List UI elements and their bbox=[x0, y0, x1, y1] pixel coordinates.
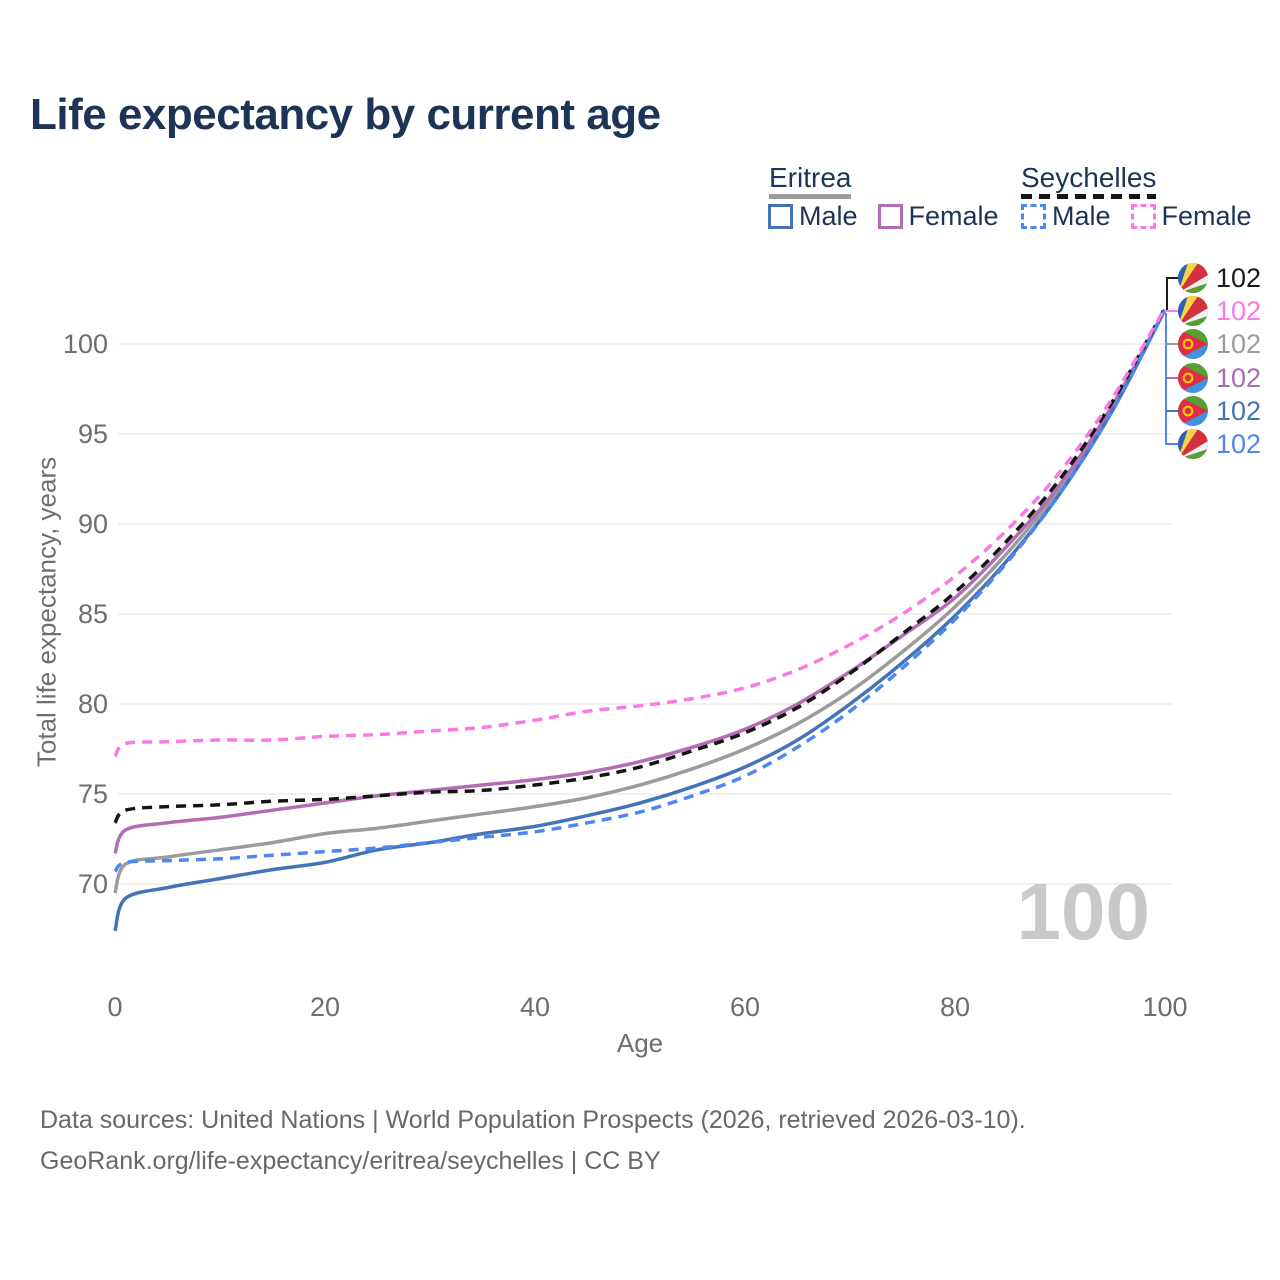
x-tick-40: 40 bbox=[520, 992, 550, 1022]
leader-line-seychelles-both bbox=[1166, 277, 1178, 311]
seychelles-flag-icon bbox=[1178, 296, 1208, 326]
y-tick-95: 95 bbox=[78, 419, 108, 449]
legend-group-seychelles: Seychelles bbox=[1021, 162, 1157, 199]
legend-item-label: Male bbox=[1052, 201, 1111, 231]
page-title: Life expectancy by current age bbox=[30, 90, 661, 139]
y-tick-70: 70 bbox=[78, 869, 108, 899]
legend-item-seychelles-female[interactable]: Female bbox=[1130, 201, 1252, 231]
end-label-value: 102 bbox=[1216, 428, 1262, 459]
end-label-row: 102 bbox=[1178, 263, 1261, 293]
leader-line-seychelles-male bbox=[1165, 313, 1178, 445]
legend-item-label: Male bbox=[799, 201, 858, 231]
legend-item-eritrea-male[interactable]: Male bbox=[768, 203, 858, 230]
series-line-seychelles-female[interactable] bbox=[113, 307, 1167, 758]
end-label-value: 102 bbox=[1216, 395, 1262, 426]
series-line-seychelles-male[interactable] bbox=[113, 308, 1167, 873]
legend-item-seychelles-male[interactable]: Male bbox=[1021, 203, 1111, 230]
x-tick-0: 0 bbox=[107, 992, 122, 1022]
data-source-line: Data sources: United Nations | World Pop… bbox=[40, 1106, 1026, 1134]
legend-group-seychelles-label: Seychelles bbox=[1021, 162, 1157, 193]
eritrea-flag-icon bbox=[1178, 363, 1208, 393]
y-tick-80: 80 bbox=[78, 689, 108, 719]
legend-group-eritrea: Eritrea bbox=[769, 162, 852, 199]
x-tick-60: 60 bbox=[730, 992, 760, 1022]
end-label-row: 102 bbox=[1178, 329, 1261, 359]
eritrea-male-swatch bbox=[768, 204, 793, 229]
legend-item-label: Female bbox=[1161, 201, 1252, 231]
y-tick-100: 100 bbox=[63, 329, 108, 359]
legend-items-seychelles: Male Female bbox=[1021, 203, 1252, 230]
series-line-eritrea-male[interactable] bbox=[113, 308, 1167, 932]
end-label-row: 102 bbox=[1178, 429, 1261, 459]
eritrea-line-sample bbox=[769, 194, 852, 199]
x-tick-20: 20 bbox=[310, 992, 340, 1022]
end-label-row: 102 bbox=[1178, 363, 1261, 393]
x-axis-title: Age bbox=[616, 1028, 664, 1058]
eritrea-flag-icon bbox=[1178, 329, 1208, 359]
seychelles-female-swatch bbox=[1130, 204, 1156, 229]
eritrea-female-swatch bbox=[877, 204, 903, 229]
legend-item-eritrea-female[interactable]: Female bbox=[877, 201, 999, 231]
y-tick-90: 90 bbox=[78, 509, 108, 539]
x-tick-100: 100 bbox=[1142, 992, 1187, 1022]
attribution-line: GeoRank.org/life-expectancy/eritrea/seyc… bbox=[40, 1147, 661, 1175]
end-label-row: 102 bbox=[1178, 296, 1261, 326]
seychelles-male-swatch bbox=[1021, 204, 1046, 229]
seychelles-line-sample bbox=[1021, 194, 1157, 199]
series-line-seychelles-both[interactable] bbox=[113, 307, 1167, 824]
y-tick-75: 75 bbox=[78, 779, 108, 809]
y-tick-85: 85 bbox=[78, 599, 108, 629]
y-axis-title: Total life expectancy, years bbox=[31, 456, 62, 768]
eritrea-flag-icon bbox=[1178, 396, 1208, 426]
end-label-row: 102 bbox=[1178, 396, 1261, 426]
legend-item-label: Female bbox=[908, 201, 999, 231]
legend-items-eritrea: Male Female bbox=[768, 203, 999, 230]
seychelles-flag-icon bbox=[1178, 429, 1208, 459]
legend-group-eritrea-label: Eritrea bbox=[769, 162, 852, 193]
end-label-value: 102 bbox=[1216, 295, 1262, 326]
end-label-value: 102 bbox=[1216, 362, 1262, 393]
end-label-value: 102 bbox=[1216, 262, 1262, 293]
x-tick-80: 80 bbox=[940, 992, 970, 1022]
series-line-eritrea-both[interactable] bbox=[113, 308, 1167, 894]
seychelles-flag-icon bbox=[1178, 263, 1208, 293]
series-line-eritrea-female[interactable] bbox=[113, 308, 1167, 855]
end-label-value: 102 bbox=[1216, 328, 1262, 359]
age-watermark: 100 bbox=[1016, 867, 1150, 956]
